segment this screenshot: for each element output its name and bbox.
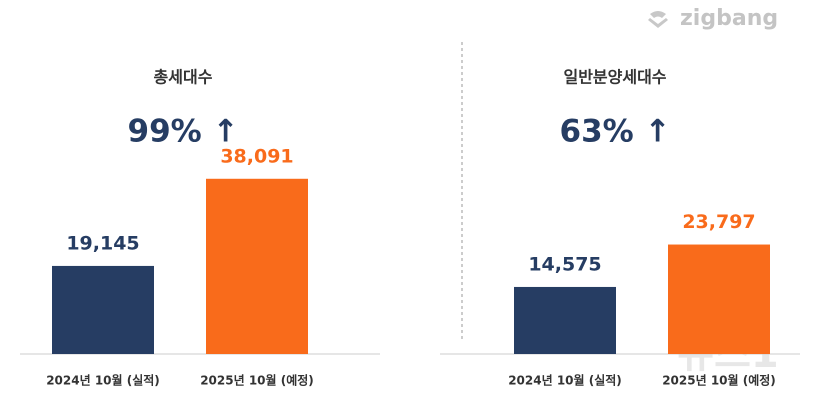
chart-title: 일반분양세대수 [563, 68, 666, 87]
value-label: 14,575 [528, 253, 601, 275]
x-tick-label: 2025년 10월 (예정) [662, 373, 776, 388]
annotation: 63% ↑ [560, 114, 671, 150]
bar [514, 286, 616, 354]
value-label: 19,145 [66, 232, 139, 254]
brand-logo: zigbang [648, 6, 778, 31]
value-label: 38,091 [220, 145, 293, 167]
x-tick-label: 2024년 10월 (실적) [46, 373, 160, 388]
bar [52, 265, 154, 354]
brand: zigbang [680, 6, 778, 31]
annotation: 99% ↑ [128, 114, 239, 150]
chart-title: 총세대수 [154, 68, 213, 87]
bar [668, 244, 770, 354]
x-tick-label: 2024년 10월 (실적) [508, 373, 622, 388]
value-label: 23,797 [682, 211, 755, 233]
x-tick-label: 2025년 10월 (예정) [200, 373, 314, 388]
bar [206, 178, 308, 354]
